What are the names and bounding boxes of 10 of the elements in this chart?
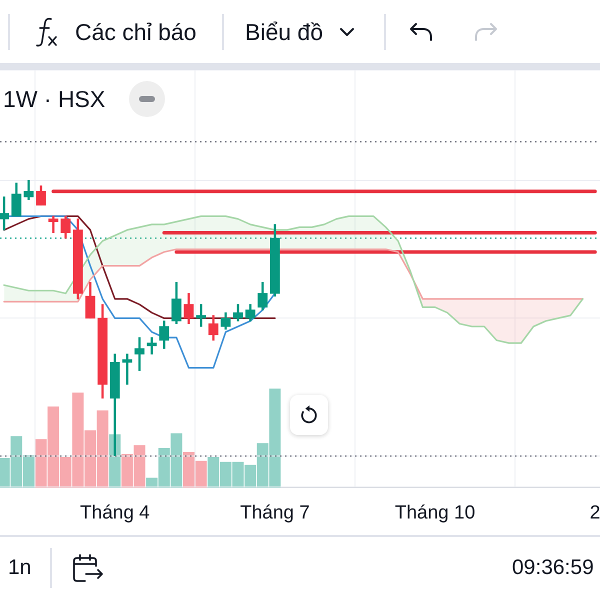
text: 09:36:59 [512, 555, 594, 581]
x-tick-label: 2 [590, 502, 600, 524]
text: 1n [8, 555, 32, 581]
x-tick-label: Tháng 10 [394, 502, 476, 524]
text: Các chỉ báo [75, 18, 196, 46]
candlestick [146, 337, 157, 354]
x-tick-label: Tháng 7 [240, 502, 310, 524]
text: Biểu đồ [245, 18, 324, 46]
x-tick-label: Tháng 4 [80, 502, 150, 524]
chart-title: 1W · HSX [3, 85, 106, 113]
